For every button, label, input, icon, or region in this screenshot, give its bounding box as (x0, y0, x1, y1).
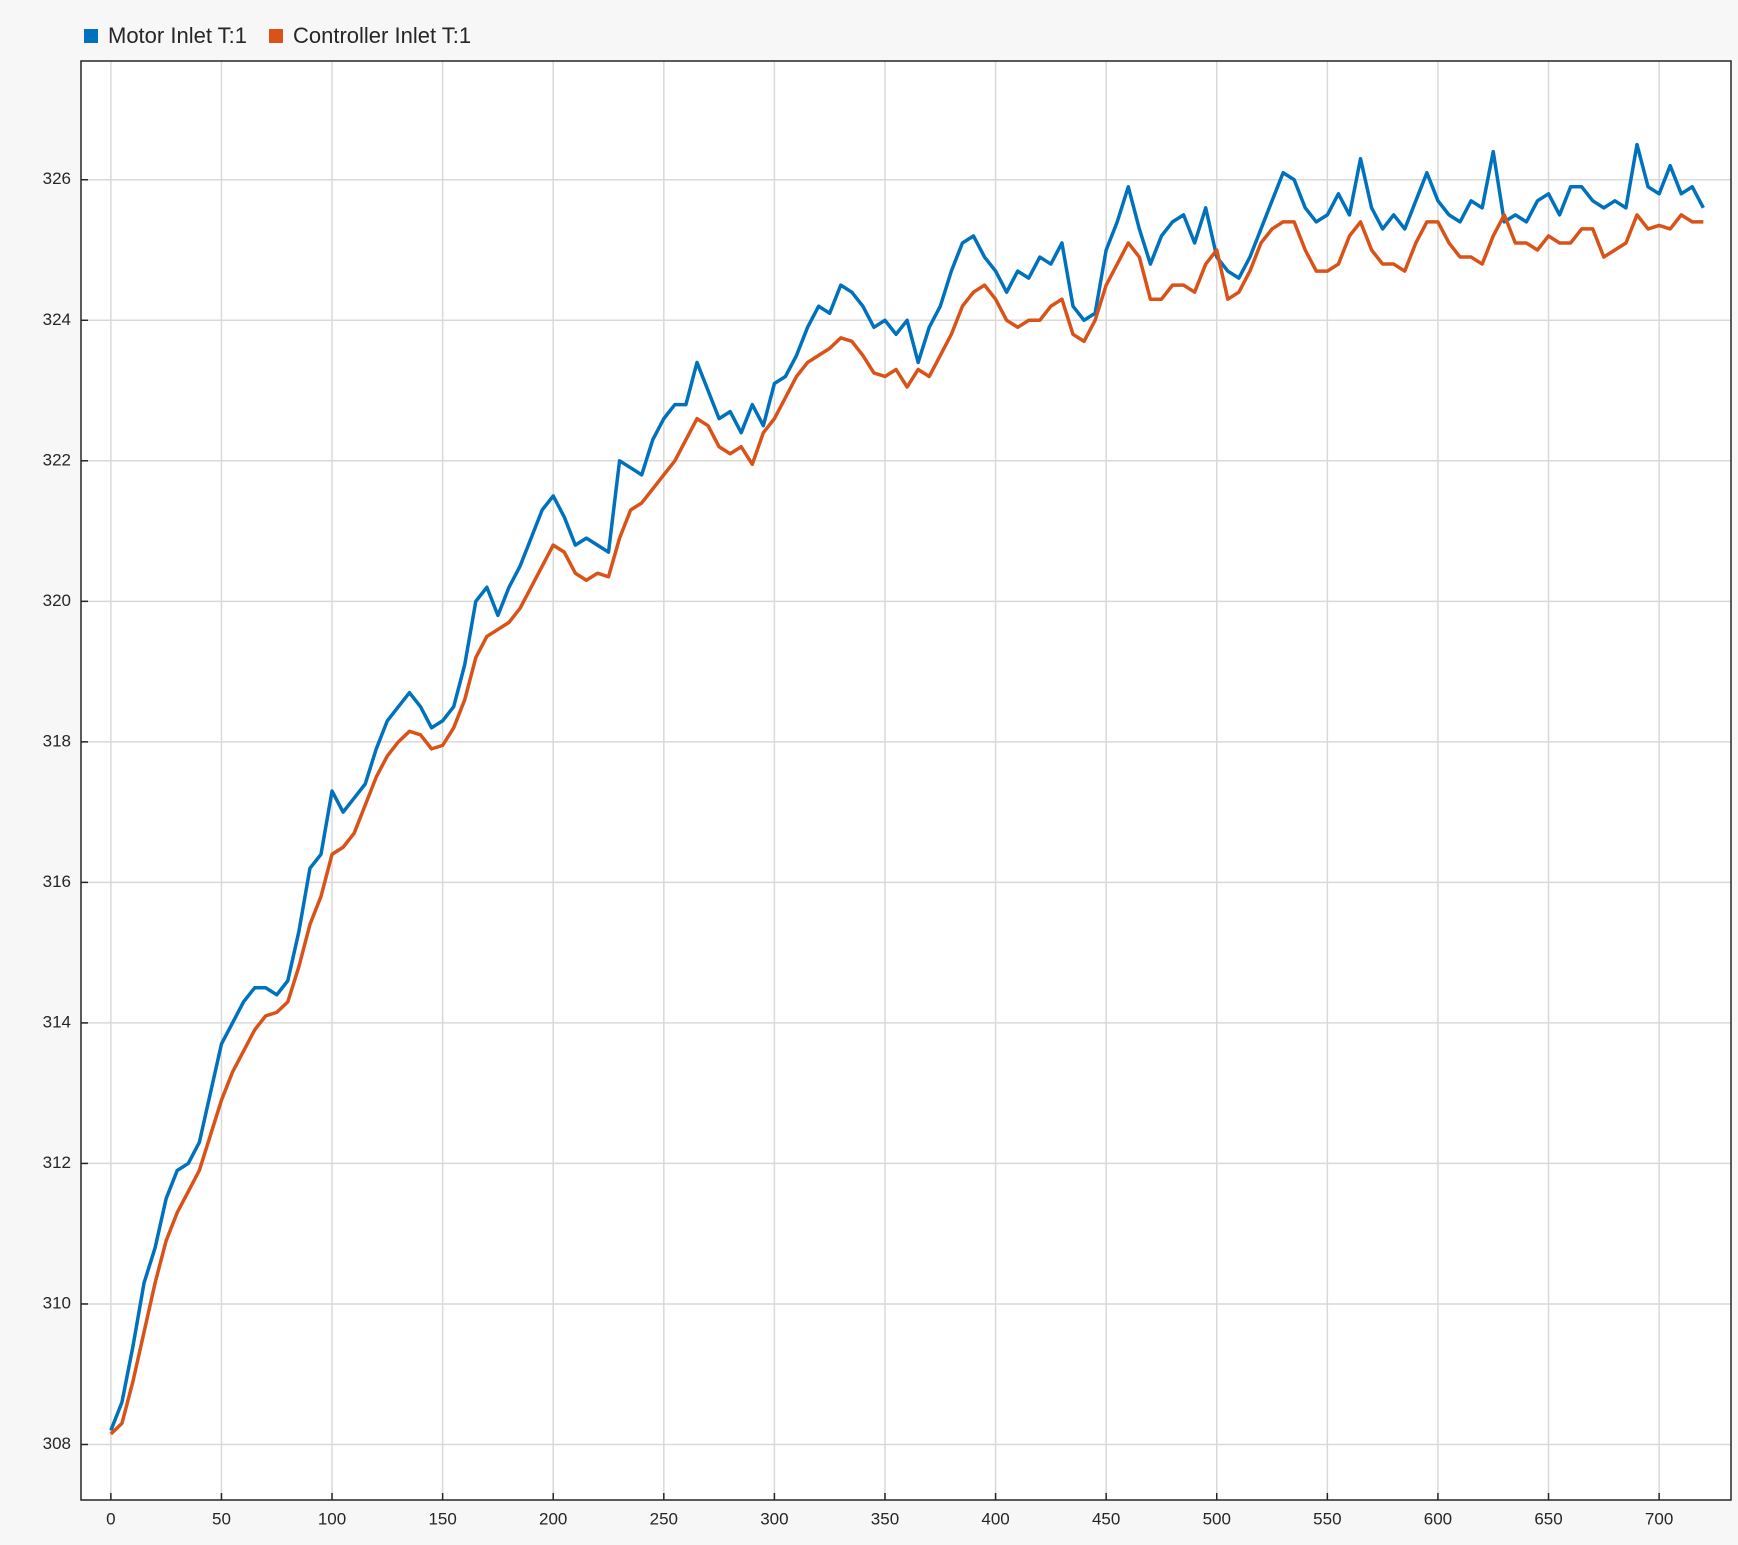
x-tick-label: 300 (760, 1509, 788, 1528)
x-tick-label: 650 (1534, 1509, 1562, 1528)
x-tick-label: 700 (1645, 1509, 1673, 1528)
legend-swatch (84, 29, 98, 43)
y-tick-label: 318 (43, 731, 71, 750)
plot-area (81, 61, 1731, 1500)
legend: Motor Inlet T:1 Controller Inlet T:1 (84, 23, 471, 48)
x-tick-label: 500 (1203, 1509, 1231, 1528)
x-tick-label: 350 (871, 1509, 899, 1528)
y-tick-label: 320 (43, 591, 71, 610)
y-tick-label: 308 (43, 1434, 71, 1453)
legend-label: Motor Inlet T:1 (108, 23, 247, 48)
x-tick-label: 450 (1092, 1509, 1120, 1528)
x-tick-label: 400 (981, 1509, 1009, 1528)
legend-swatch (269, 29, 283, 43)
x-tick-label: 100 (318, 1509, 346, 1528)
series-line (109, 142, 1705, 1432)
series-line (109, 213, 1704, 1436)
plot-border (80, 60, 1732, 1501)
x-tick-label: 0 (106, 1509, 115, 1528)
x-tick-label: 150 (428, 1509, 456, 1528)
y-tick-label: 310 (43, 1293, 71, 1312)
y-tick-label: 316 (43, 872, 71, 891)
y-tick-label: 324 (43, 310, 71, 329)
lines (109, 142, 1705, 1436)
legend-label: Controller Inlet T:1 (293, 23, 471, 48)
y-tick-label: 314 (43, 1012, 71, 1031)
x-tick-label: 550 (1313, 1509, 1341, 1528)
y-tick-label: 322 (43, 450, 71, 469)
x-tick-label: 250 (650, 1509, 678, 1528)
x-tick-label: 600 (1424, 1509, 1452, 1528)
x-tick-label: 200 (539, 1509, 567, 1528)
grid (81, 61, 1731, 1500)
x-tick-label: 50 (212, 1509, 231, 1528)
y-tick-label: 312 (43, 1153, 71, 1172)
y-tick-label: 326 (43, 169, 71, 188)
